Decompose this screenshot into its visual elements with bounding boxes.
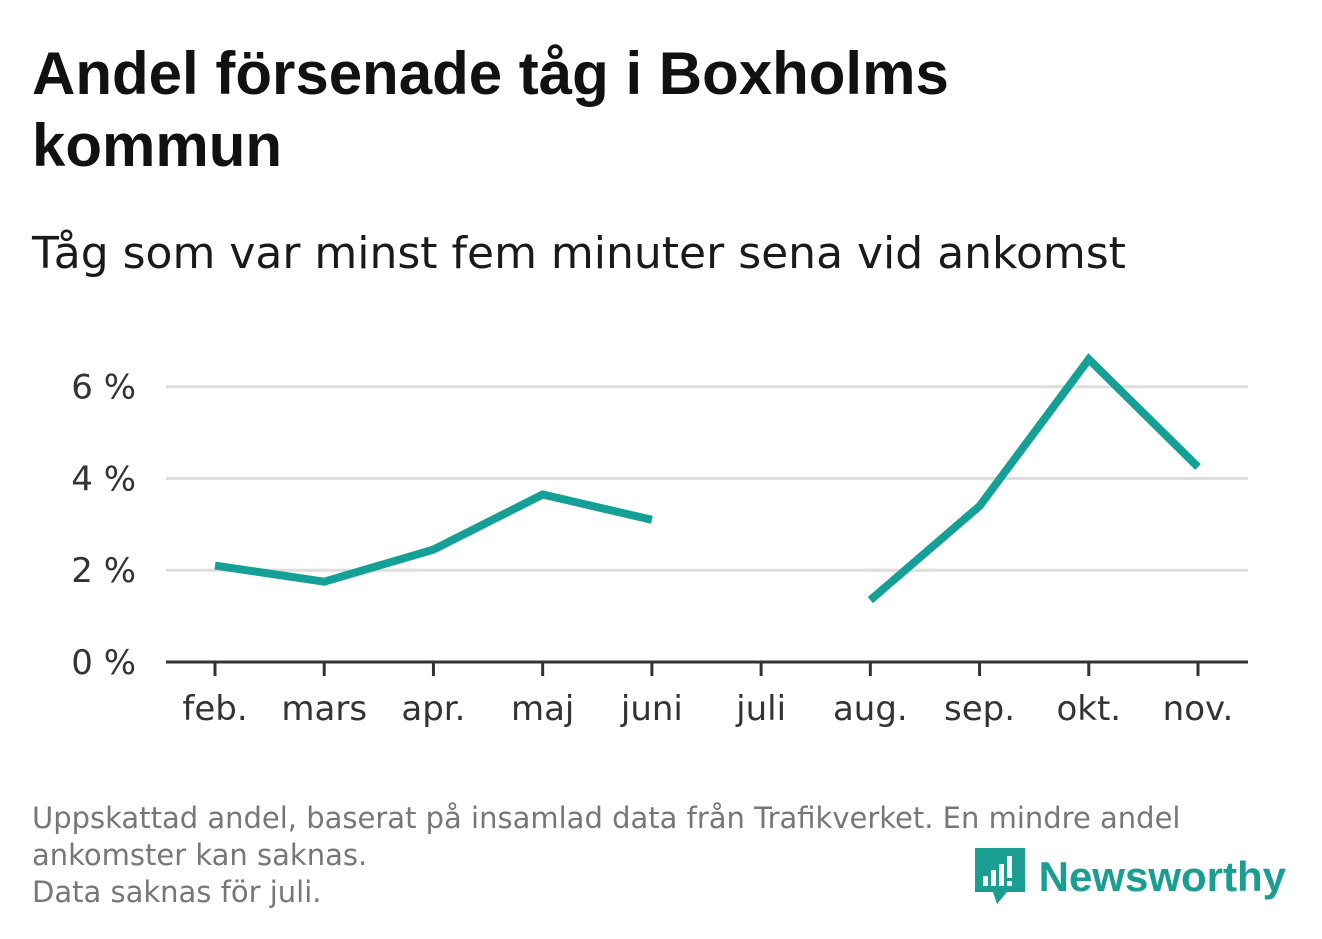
- newsworthy-logo-icon: [974, 848, 1025, 904]
- x-tick-label: apr.: [401, 689, 465, 729]
- x-tick-label: okt.: [1056, 689, 1121, 729]
- footnote-line-2: ankomster kan saknas.: [32, 838, 368, 872]
- x-tick-label: juli: [735, 689, 786, 729]
- y-tick-label: 6 %: [71, 368, 136, 408]
- x-tick-label: aug.: [833, 689, 908, 729]
- chart-title: Andel försenade tåg i Boxholms kommun: [32, 40, 949, 179]
- x-tick-label: nov.: [1163, 689, 1234, 729]
- x-tick-label: sep.: [944, 689, 1015, 729]
- x-tick-label: mars: [281, 689, 367, 729]
- y-axis-tick-labels: 0 % 2 % 4 % 6 %: [71, 368, 136, 683]
- series-line-segment: [867, 353, 1201, 604]
- x-tick-label: feb.: [182, 689, 247, 729]
- newsworthy-brand: Newsworthy: [974, 848, 1286, 906]
- y-tick-label: 4 %: [71, 459, 136, 499]
- series-line-segment: [214, 490, 653, 586]
- gridlines: [166, 385, 1248, 572]
- x-axis: [166, 660, 1248, 676]
- line-chart: 0 % 2 % 4 % 6 % feb. mars apr. maj juni juli aug.…: [71, 353, 1248, 729]
- chart-footnote: Uppskattad andel, baserat på insamlad da…: [32, 800, 1282, 911]
- x-axis-tick-labels: feb. mars apr. maj juni juli aug. sep. okt. nov.: [182, 689, 1233, 729]
- y-tick-label: 0 %: [71, 643, 136, 683]
- series-lines: [214, 353, 1201, 604]
- brand-name: Newsworthy: [1038, 853, 1286, 900]
- x-tick-label: juni: [620, 689, 683, 729]
- y-tick-label: 2 %: [71, 551, 136, 591]
- chart-subtitle: Tåg som var minst fem minuter sena vid a…: [32, 228, 1126, 279]
- footnote-line-1: Uppskattad andel, baserat på insamlad da…: [32, 801, 1181, 835]
- footnote-line-3: Data saknas för juli.: [32, 875, 322, 909]
- x-tick-label: maj: [511, 689, 574, 729]
